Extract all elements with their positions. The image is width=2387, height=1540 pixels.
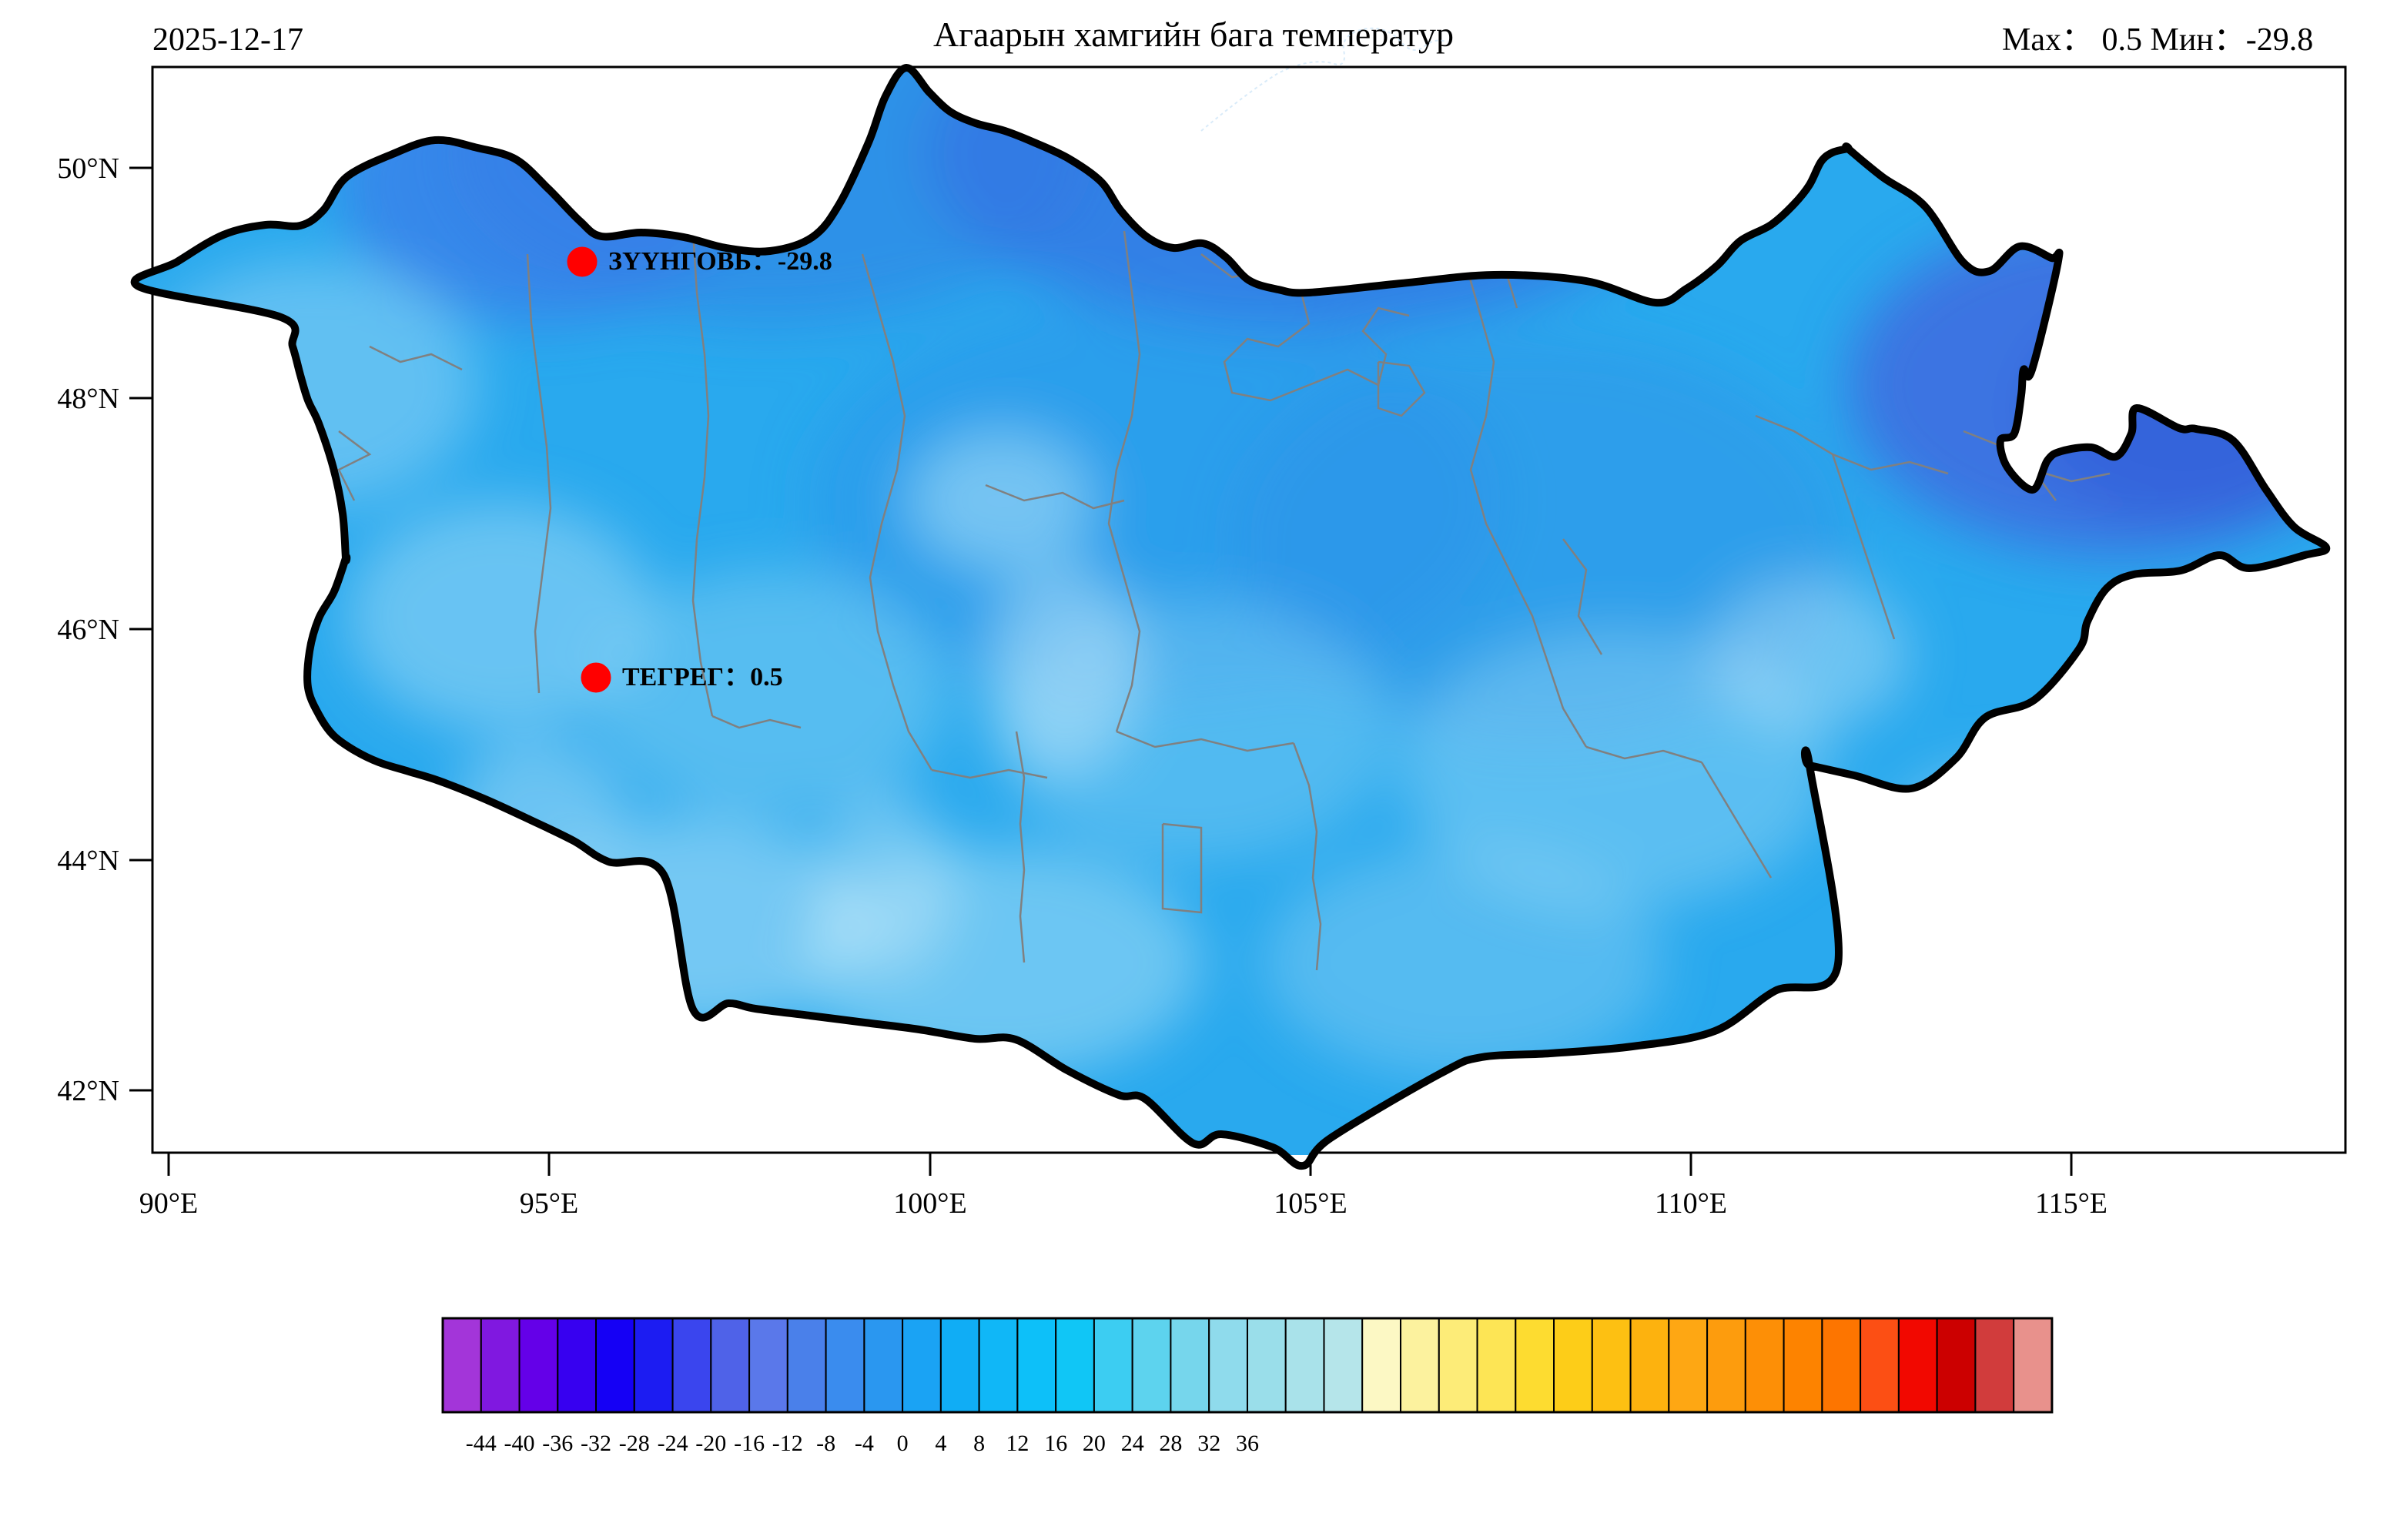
svg-text:115°E: 115°E <box>2035 1187 2107 1220</box>
svg-text:36: 36 <box>1236 1431 1259 1456</box>
svg-text:42°N: 42°N <box>57 1075 119 1107</box>
svg-text:-28: -28 <box>619 1431 650 1456</box>
svg-text:16: 16 <box>1044 1431 1067 1456</box>
svg-text:110°E: 110°E <box>1655 1187 1727 1220</box>
svg-text:105°E: 105°E <box>1274 1187 1347 1220</box>
svg-text:48°N: 48°N <box>57 383 119 415</box>
svg-text:2025-12-17: 2025-12-17 <box>152 22 303 58</box>
svg-text:ЗҮҮНГОВЬ：-29.8: ЗҮҮНГОВЬ：-29.8 <box>608 247 832 276</box>
svg-text:0: 0 <box>897 1431 909 1456</box>
svg-text:-16: -16 <box>734 1431 765 1456</box>
svg-text:-24: -24 <box>658 1431 688 1456</box>
svg-text:12: 12 <box>1006 1431 1029 1456</box>
svg-text:-4: -4 <box>855 1431 874 1456</box>
svg-text:95°E: 95°E <box>520 1187 578 1220</box>
svg-text:ТЕГРЕГ：0.5: ТЕГРЕГ：0.5 <box>622 663 783 691</box>
svg-text:-32: -32 <box>581 1431 611 1456</box>
svg-text:46°N: 46°N <box>57 614 119 646</box>
svg-text:4: 4 <box>935 1431 946 1456</box>
svg-text:Агаарын хамгийн бага температу: Агаарын хамгийн бага температур <box>933 15 1454 54</box>
svg-text:-44: -44 <box>466 1431 497 1456</box>
svg-text:-36: -36 <box>542 1431 573 1456</box>
svg-text:-40: -40 <box>504 1431 535 1456</box>
svg-text:50°N: 50°N <box>57 152 119 185</box>
svg-text:100°E: 100°E <box>893 1187 966 1220</box>
svg-text:-12: -12 <box>772 1431 803 1456</box>
svg-text:8: 8 <box>973 1431 985 1456</box>
svg-text:90°E: 90°E <box>139 1187 198 1220</box>
svg-text:-20: -20 <box>695 1431 726 1456</box>
svg-text:24: 24 <box>1121 1431 1144 1456</box>
svg-text:-8: -8 <box>816 1431 835 1456</box>
svg-text:32: 32 <box>1197 1431 1220 1456</box>
svg-text:20: 20 <box>1083 1431 1106 1456</box>
svg-text:44°N: 44°N <box>57 845 119 877</box>
svg-text:Max： 0.5 Мин：-29.8: Max： 0.5 Мин：-29.8 <box>2002 22 2313 58</box>
svg-text:28: 28 <box>1159 1431 1182 1456</box>
